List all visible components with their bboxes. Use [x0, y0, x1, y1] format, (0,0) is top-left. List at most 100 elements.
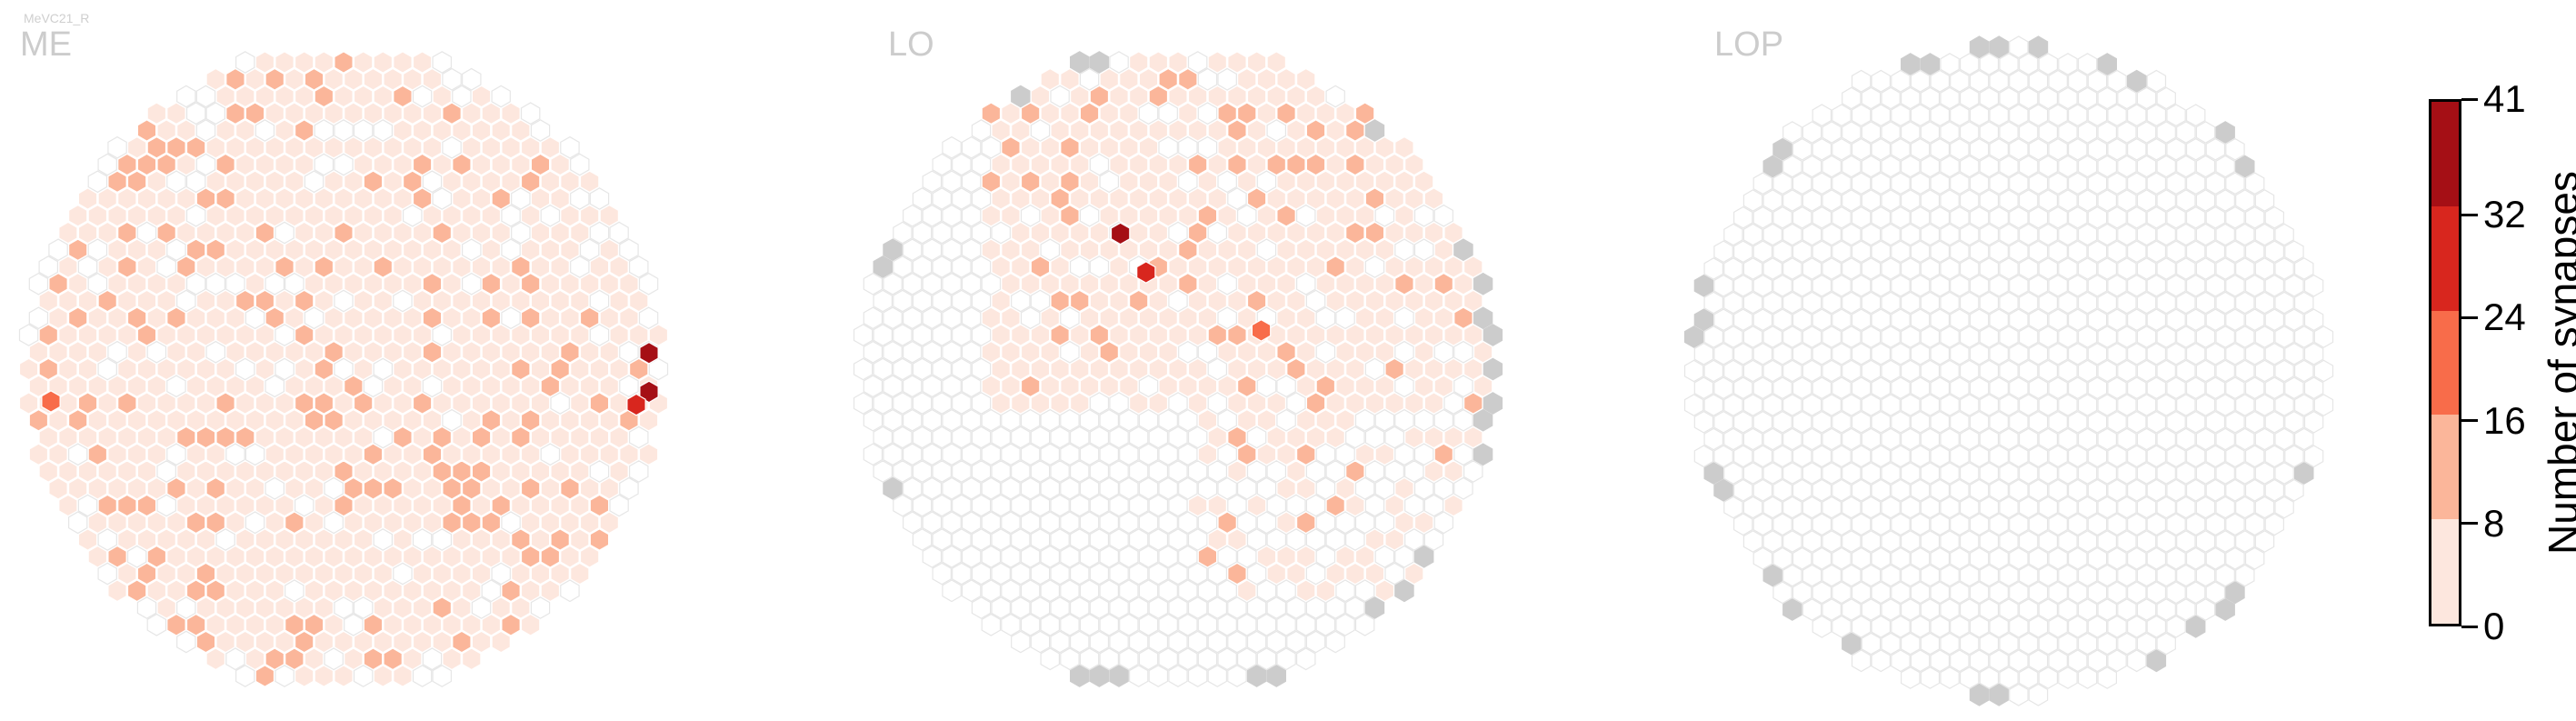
- hex-cell: [520, 272, 541, 295]
- hex-cell: [1296, 375, 1316, 398]
- hex-cell: [334, 221, 354, 245]
- hex-cell: [1842, 427, 1862, 451]
- hex-cell: [107, 135, 127, 159]
- hex-cell: [442, 647, 462, 671]
- hex-cell: [2195, 496, 2216, 519]
- hex-cell: [1384, 426, 1404, 449]
- hex-cell: [176, 119, 196, 142]
- hex-cell: [922, 375, 943, 398]
- hex-cell: [1822, 189, 1842, 212]
- hex-cell: [1443, 426, 1463, 449]
- hex-cell: [304, 443, 324, 466]
- hex-cell: [1129, 494, 1149, 517]
- hex-cell: [2107, 240, 2127, 264]
- hex-cell: [1148, 85, 1169, 108]
- hex-cell: [1168, 494, 1188, 517]
- hex-cell: [2127, 308, 2147, 332]
- hex-cell: [195, 357, 216, 381]
- hex-cell: [1413, 443, 1434, 466]
- hex-cell: [501, 375, 521, 398]
- hex-cell: [1969, 376, 1990, 400]
- hex-cell: [1999, 427, 2019, 451]
- hex-cell: [235, 426, 255, 449]
- hex-cell: [540, 476, 561, 500]
- hex-cell: [1733, 274, 1753, 297]
- hex-cell: [403, 102, 423, 125]
- hex-cell: [1119, 613, 1139, 636]
- hex-cell: [1001, 102, 1021, 125]
- hex-cell: [1433, 375, 1453, 398]
- hex-cell: [1315, 102, 1336, 125]
- hex-cell: [2303, 342, 2324, 366]
- hex-cell: [530, 153, 551, 176]
- hex-cell: [225, 545, 245, 568]
- hex-cell: [1286, 494, 1306, 517]
- hex-cell: [2274, 462, 2294, 485]
- hex-cell: [2274, 394, 2294, 416]
- hex-cell: [1940, 257, 1960, 280]
- hex-cell: [334, 119, 354, 142]
- hex-cell: [1099, 545, 1119, 568]
- hex-cell: [1842, 632, 1862, 656]
- hex-cell: [1742, 359, 1763, 383]
- hex-cell: [107, 204, 127, 227]
- hex-cell: [2068, 445, 2088, 468]
- hex-cell: [334, 324, 354, 346]
- hex-cell: [1001, 204, 1021, 227]
- hex-cell: [1158, 579, 1178, 603]
- hex-cell: [1364, 221, 1385, 245]
- hex-cell: [481, 272, 502, 295]
- hex-cell: [1276, 170, 1296, 194]
- hex-cell: [1001, 511, 1021, 535]
- hex-cell: [2087, 649, 2108, 673]
- hex-cell: [511, 460, 531, 483]
- hex-cell: [48, 476, 68, 500]
- hex-cell: [1423, 494, 1444, 517]
- hex-cell: [97, 494, 117, 517]
- hex-cell: [540, 135, 561, 159]
- hex-cell: [550, 426, 570, 449]
- hex-cell: [511, 187, 531, 210]
- hex-cell: [1999, 291, 2019, 315]
- hex-cell: [1394, 272, 1414, 295]
- hex-cell: [1792, 478, 1812, 502]
- hex-cell: [146, 579, 167, 603]
- hex-cell: [1237, 102, 1257, 125]
- hex-cell: [1305, 494, 1326, 517]
- hex-cell: [2107, 205, 2127, 229]
- hex-cell: [1989, 342, 2009, 366]
- hex-cell: [1832, 308, 1852, 332]
- hex-cell: [1960, 121, 1980, 144]
- hex-cell: [1832, 445, 1852, 468]
- hex-cell: [393, 562, 413, 586]
- hex-cell: [285, 238, 305, 262]
- hex-cell: [1723, 291, 1743, 315]
- hex-cell: [235, 460, 255, 483]
- hex-cell: [1742, 530, 1763, 553]
- hex-cell: [462, 408, 482, 432]
- hex-cell: [648, 324, 669, 346]
- hex-cell: [77, 357, 98, 381]
- hex-cell: [2235, 530, 2255, 553]
- hex-cell: [1040, 340, 1060, 364]
- hex-cell: [530, 596, 551, 619]
- hex-cell: [1089, 85, 1110, 108]
- hex-cell: [1099, 476, 1119, 500]
- hex-cell: [1325, 357, 1345, 381]
- hex-cell: [1197, 204, 1218, 227]
- hex-cell: [353, 85, 374, 108]
- hex-cell: [1969, 410, 1990, 434]
- hex-cell: [1782, 359, 1802, 383]
- hex-cell: [501, 545, 521, 568]
- hex-cell: [176, 153, 196, 176]
- hex-cell: [2176, 325, 2196, 348]
- hex-cell: [334, 187, 354, 210]
- hex-cell: [422, 272, 443, 295]
- hex-cell: [991, 392, 1011, 415]
- hex-cell: [1020, 545, 1041, 568]
- hex-cell: [1940, 223, 1960, 246]
- hex-cell: [1276, 102, 1296, 125]
- hex-cell: [1168, 528, 1188, 551]
- hex-cell: [1217, 647, 1237, 671]
- hex-cell: [1237, 272, 1257, 295]
